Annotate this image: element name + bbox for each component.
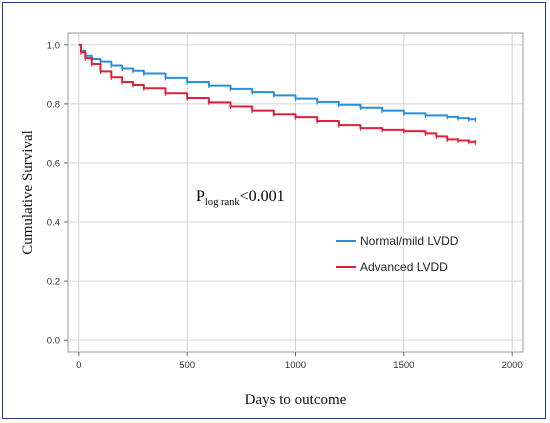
y-tick-label: 0.2 [47, 277, 60, 288]
legend-label-normal: Normal/mild LVDD [360, 234, 459, 248]
y-axis-label: Cumulative Survival [20, 130, 36, 255]
x-tick-label: 500 [179, 360, 195, 371]
p-value-subscript: log rank [205, 197, 240, 208]
y-tick-label: 0.4 [47, 218, 60, 229]
legend-item-normal: Normal/mild LVDD [336, 234, 459, 248]
y-tick-label: 1.0 [47, 40, 60, 51]
y-tick-label: 0.8 [47, 99, 60, 110]
x-tick-label: 1500 [393, 360, 414, 371]
y-tick-label: 0.6 [47, 158, 60, 169]
series-lines [78, 43, 477, 145]
x-tick-label: 2000 [502, 360, 523, 371]
x-axis-label: Days to outcome [245, 392, 347, 408]
p-value-annotation: Plog rank<0.001 [196, 188, 285, 208]
x-tick-label: 0 [76, 360, 81, 371]
y-tick-label: 0.0 [47, 336, 60, 347]
figure-frame [2, 2, 546, 419]
legend-label-advanced: Advanced LVDD [360, 260, 448, 274]
legend-item-advanced: Advanced LVDD [336, 260, 448, 274]
grid-lines [68, 33, 523, 352]
x-tick-label: 1000 [285, 360, 306, 371]
legend: Normal/mild LVDD Advanced LVDD [336, 234, 459, 274]
p-value-text: <0.001 [240, 188, 285, 205]
axis-ticks: 0 500 1000 1500 2000 0.0 0.2 0.4 0.6 0.8 1.0 [47, 40, 523, 371]
p-value-main: P [196, 188, 205, 205]
